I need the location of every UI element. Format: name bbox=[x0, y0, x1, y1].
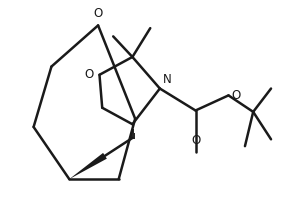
Text: O: O bbox=[191, 134, 200, 147]
Text: O: O bbox=[231, 89, 241, 102]
Text: O: O bbox=[84, 68, 93, 81]
Text: O: O bbox=[93, 8, 103, 20]
Polygon shape bbox=[69, 153, 107, 179]
Text: N: N bbox=[163, 73, 172, 86]
